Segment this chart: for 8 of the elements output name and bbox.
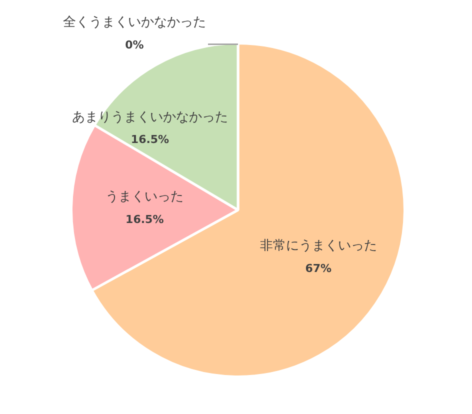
data-label: 67%: [305, 262, 332, 275]
data-label: 16.5%: [126, 212, 164, 226]
slice-label: うまくいった: [106, 189, 184, 204]
text: 0%: [125, 38, 144, 52]
slice-label: 非常にうまくいった: [260, 238, 377, 254]
data-label: 16.5%: [130, 133, 170, 146]
category-label: 全くうまくいかなかった: [63, 15, 206, 30]
slice-label: あまりうまくいかなかった: [72, 110, 228, 125]
